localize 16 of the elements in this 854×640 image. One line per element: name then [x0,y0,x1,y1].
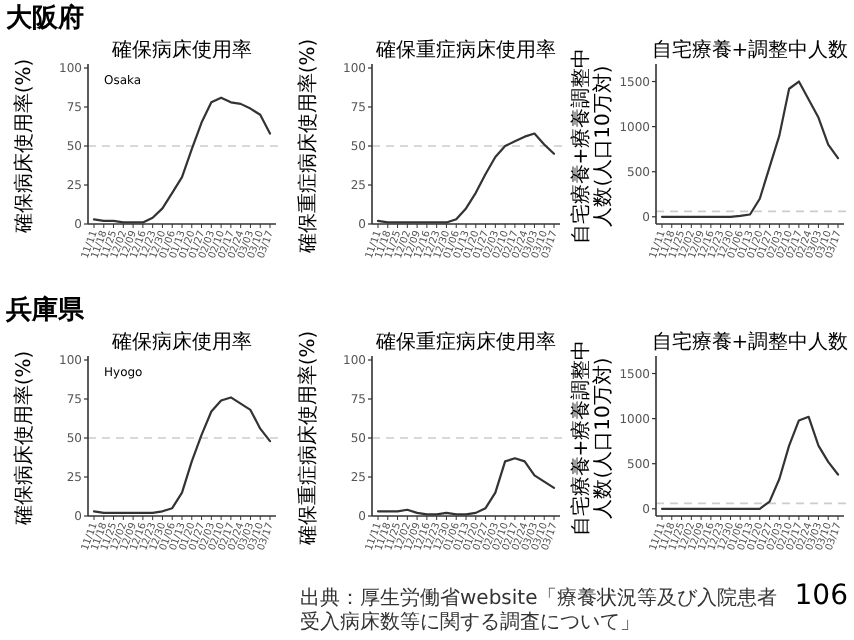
text: 大阪府 [6,2,84,34]
text: 106 [794,580,849,612]
chart-title: 確保病床使用率 [110,330,252,354]
y-axis-title: 確保重症病床使用率(%) [296,330,320,548]
chart-title: 確保重症病床使用率 [374,38,556,62]
source-note: 出典：厚生労働省website「療養状況等及び入院患者受入病床数等に関する調査について」 [300,586,778,634]
chart-title: 自宅療養+調整中人数 [651,330,849,354]
chart-title: 確保重症病床使用率 [374,330,556,354]
y-axis-title: 確保病床使用率(%) [12,350,36,528]
y-axis-title: 自宅療養+療養調整中人数(人口10万対) [569,339,615,537]
chart-title: 自宅療養+調整中人数 [651,38,849,62]
y-axis-title: 確保重症病床使用率(%) [296,38,320,256]
y-axis-title: 自宅療養+療養調整中人数(人口10万対) [569,47,615,245]
y-axis-title: 確保病床使用率(%) [12,58,36,236]
chart-title: 確保病床使用率 [110,38,252,62]
text: 兵庫県 [4,294,86,326]
